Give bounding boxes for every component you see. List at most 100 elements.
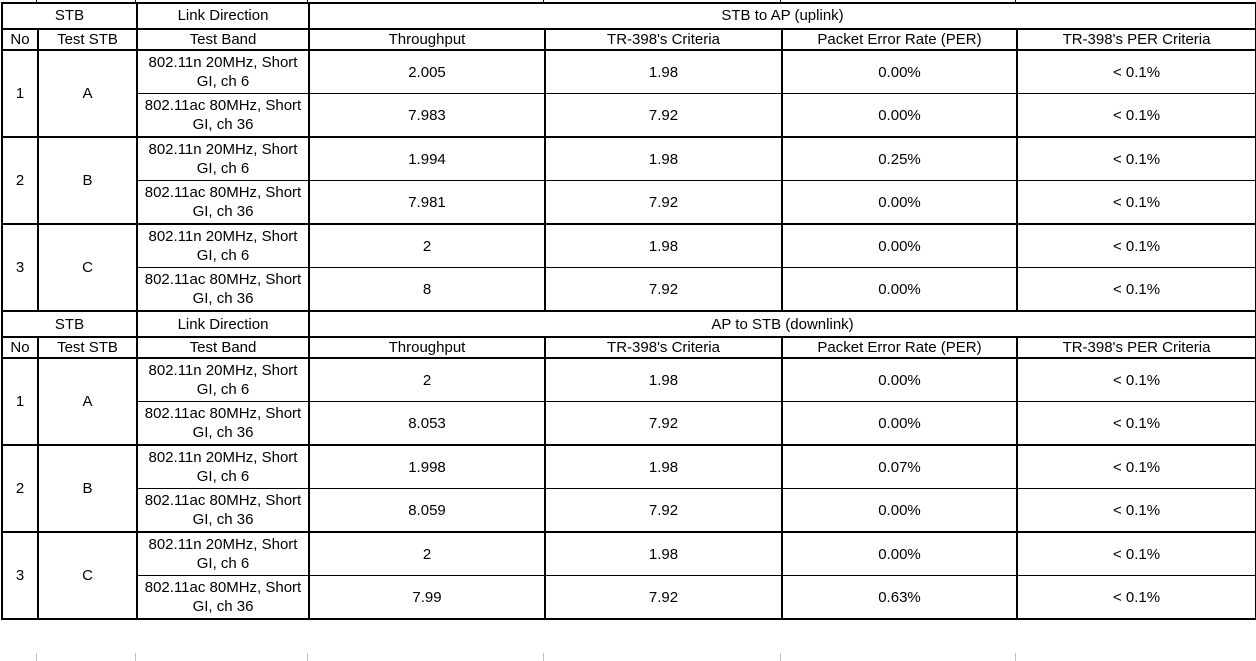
header-cell-test-stb: Test STB: [37, 336, 138, 360]
header-cell-per-criteria: TR-398's PER Criteria: [1015, 336, 1256, 360]
header-cell-stb: STB: [1, 2, 138, 30]
cell-no: 2: [1, 136, 39, 226]
cell-no: 1: [1, 357, 39, 447]
header-cell-per-criteria: TR-398's PER Criteria: [1015, 27, 1256, 52]
cell-test-band: 802.11ac 80MHz, Short GI, ch 36: [136, 575, 310, 621]
table-row: 2 B 802.11n 20MHz, Short GI, ch 6 1.994 …: [1, 136, 1256, 226]
cell-test-band: 802.11ac 80MHz, Short GI, ch 36: [136, 180, 310, 226]
cell-per: 0.00%: [781, 267, 1018, 313]
cell-criteria: 1.98: [544, 531, 783, 577]
cell-test-band: 802.11n 20MHz, Short GI, ch 6: [136, 444, 310, 490]
cell-per-criteria: < 0.1%: [1015, 357, 1256, 403]
cell-throughput: 1.994: [308, 136, 546, 182]
cell-per-criteria: < 0.1%: [1015, 267, 1256, 313]
bottom-gridline-ticks: [0, 653, 1256, 661]
gridline-tick: [543, 653, 544, 661]
header-cell-test-band: Test Band: [136, 336, 310, 360]
header-cell-criteria: TR-398's Criteria: [544, 336, 783, 360]
cell-criteria: 7.92: [544, 401, 783, 447]
cell-test-stb: A: [37, 357, 138, 447]
cell-per-criteria: < 0.1%: [1015, 444, 1256, 490]
cell-criteria: 7.92: [544, 93, 783, 139]
gridline-tick: [36, 0, 37, 2]
cell-throughput: 8: [308, 267, 546, 313]
cell-test-stb: C: [37, 531, 138, 621]
cell-throughput: 2: [308, 357, 546, 403]
cell-criteria: 7.92: [544, 267, 783, 313]
cell-test-stb: B: [37, 136, 138, 226]
cell-test-band: 802.11ac 80MHz, Short GI, ch 36: [136, 401, 310, 447]
cell-per: 0.00%: [781, 531, 1018, 577]
gridline-tick: [307, 0, 308, 2]
tr398-throughput-table: STB Link Direction STB to AP (uplink) No…: [1, 2, 1256, 621]
cell-per: 0.00%: [781, 401, 1018, 447]
cell-per-criteria: < 0.1%: [1015, 93, 1256, 139]
table-row: 802.11ac 80MHz, Short GI, ch 36 8.053 7.…: [2, 401, 1256, 447]
cell-throughput: 2: [308, 531, 546, 577]
gridline-tick: [543, 0, 544, 2]
cell-criteria: 7.92: [544, 488, 783, 534]
cell-criteria: 7.92: [544, 180, 783, 226]
cell-no: 3: [1, 223, 39, 313]
header-cell-throughput: Throughput: [308, 336, 546, 360]
header-cell-no: No: [1, 27, 39, 52]
cell-per: 0.00%: [781, 180, 1018, 226]
gridline-tick: [36, 653, 37, 661]
gridline-tick: [307, 653, 308, 661]
table-row: 2 B 802.11n 20MHz, Short GI, ch 6 1.998 …: [1, 444, 1256, 534]
table-row: 3 C 802.11n 20MHz, Short GI, ch 6 2 1.98…: [1, 223, 1256, 313]
header-cell-criteria: TR-398's Criteria: [544, 27, 783, 52]
cell-per: 0.00%: [781, 357, 1018, 403]
cell-no: 1: [1, 49, 39, 139]
header-cell-test-stb: Test STB: [37, 27, 138, 52]
cell-criteria: 1.98: [544, 136, 783, 182]
cell-test-band: 802.11ac 80MHz, Short GI, ch 36: [136, 267, 310, 313]
gridline-tick: [780, 0, 781, 2]
header-cell-link-direction: Link Direction: [136, 310, 310, 339]
cell-per-criteria: < 0.1%: [1015, 531, 1256, 577]
header-cell-throughput: Throughput: [308, 27, 546, 52]
table-row: 802.11ac 80MHz, Short GI, ch 36 8 7.92 0…: [2, 267, 1256, 313]
section-title-downlink: AP to STB (downlink): [307, 310, 1256, 339]
cell-test-band: 802.11n 20MHz, Short GI, ch 6: [136, 357, 310, 403]
cell-criteria: 1.98: [544, 444, 783, 490]
cell-test-stb: A: [37, 49, 138, 139]
cell-per-criteria: < 0.1%: [1015, 136, 1256, 182]
cell-throughput: 7.981: [308, 180, 546, 226]
table-row: 802.11ac 80MHz, Short GI, ch 36 7.99 7.9…: [2, 575, 1256, 621]
cell-criteria: 1.98: [544, 357, 783, 403]
gridline-tick: [1015, 653, 1016, 661]
cell-criteria: 7.92: [544, 575, 783, 621]
cell-no: 2: [1, 444, 39, 534]
table-row: 802.11ac 80MHz, Short GI, ch 36 8.059 7.…: [2, 488, 1256, 534]
cell-throughput: 8.059: [308, 488, 546, 534]
table-row: 802.11ac 80MHz, Short GI, ch 36 7.981 7.…: [2, 180, 1256, 226]
cell-criteria: 1.98: [544, 223, 783, 269]
header-cell-test-band: Test Band: [136, 27, 310, 52]
cell-test-band: 802.11n 20MHz, Short GI, ch 6: [136, 531, 310, 577]
cell-test-band: 802.11ac 80MHz, Short GI, ch 36: [136, 488, 310, 534]
header-cell-stb: STB: [1, 310, 138, 339]
table-row: 1 A 802.11n 20MHz, Short GI, ch 6 2 1.98…: [1, 357, 1256, 447]
cell-throughput: 2: [308, 223, 546, 269]
cell-test-stb: C: [37, 223, 138, 313]
cell-per: 0.00%: [781, 488, 1018, 534]
cell-per-criteria: < 0.1%: [1015, 49, 1256, 95]
cell-throughput: 7.99: [308, 575, 546, 621]
cell-per-criteria: < 0.1%: [1015, 180, 1256, 226]
table-row: 3 C 802.11n 20MHz, Short GI, ch 6 2 1.98…: [1, 531, 1256, 621]
header-cell-no: No: [1, 336, 39, 360]
cell-per: 0.00%: [781, 93, 1018, 139]
cell-throughput: 2.005: [308, 49, 546, 95]
cell-per: 0.63%: [781, 575, 1018, 621]
cell-per: 0.00%: [781, 49, 1018, 95]
column-header-row: No Test STB Test Band Throughput TR-398'…: [1, 336, 1256, 360]
table-row: 1 A 802.11n 20MHz, Short GI, ch 6 2.005 …: [1, 49, 1256, 139]
gridline-tick: [135, 0, 136, 2]
cell-per: 0.00%: [781, 223, 1018, 269]
table-row: 802.11ac 80MHz, Short GI, ch 36 7.983 7.…: [2, 93, 1256, 139]
header-cell-link-direction: Link Direction: [136, 2, 310, 30]
gridline-tick: [1015, 0, 1016, 2]
gridline-tick: [135, 653, 136, 661]
cell-no: 3: [1, 531, 39, 621]
